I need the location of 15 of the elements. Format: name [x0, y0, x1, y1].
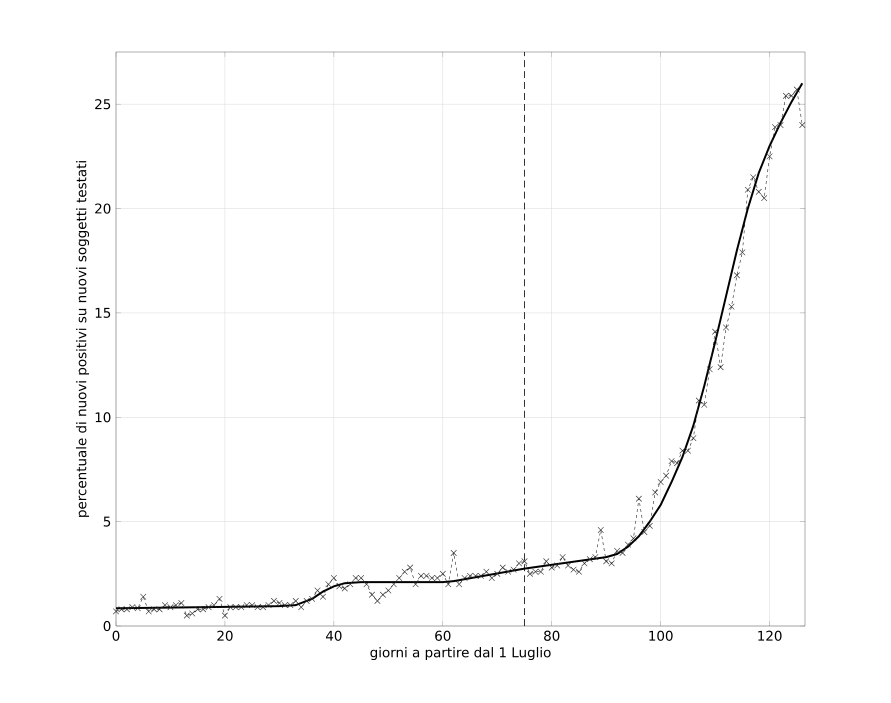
x-tick-label: 120 [758, 630, 782, 641]
y-tick-label: 25 [95, 99, 110, 110]
x-tick-label: 60 [435, 630, 450, 641]
y-tick-label: 20 [95, 203, 110, 214]
x-tick-label: 0 [112, 630, 120, 641]
x-axis-title: giorni a partire dal 1 Luglio [370, 647, 551, 660]
y-axis-title: percentuale di nuovi positivi su nuovi soggetti testati [76, 161, 90, 517]
x-tick-label: 80 [544, 630, 560, 641]
x-tick-label: 100 [649, 630, 673, 641]
y-tick-label: 15 [96, 308, 110, 318]
x-tick-label: 40 [326, 630, 342, 641]
x-tick-label: 20 [217, 630, 233, 641]
y-tick-label: 0 [104, 620, 110, 632]
y-tick-label: 10 [96, 412, 110, 422]
y-tick-label: 5 [104, 516, 110, 527]
